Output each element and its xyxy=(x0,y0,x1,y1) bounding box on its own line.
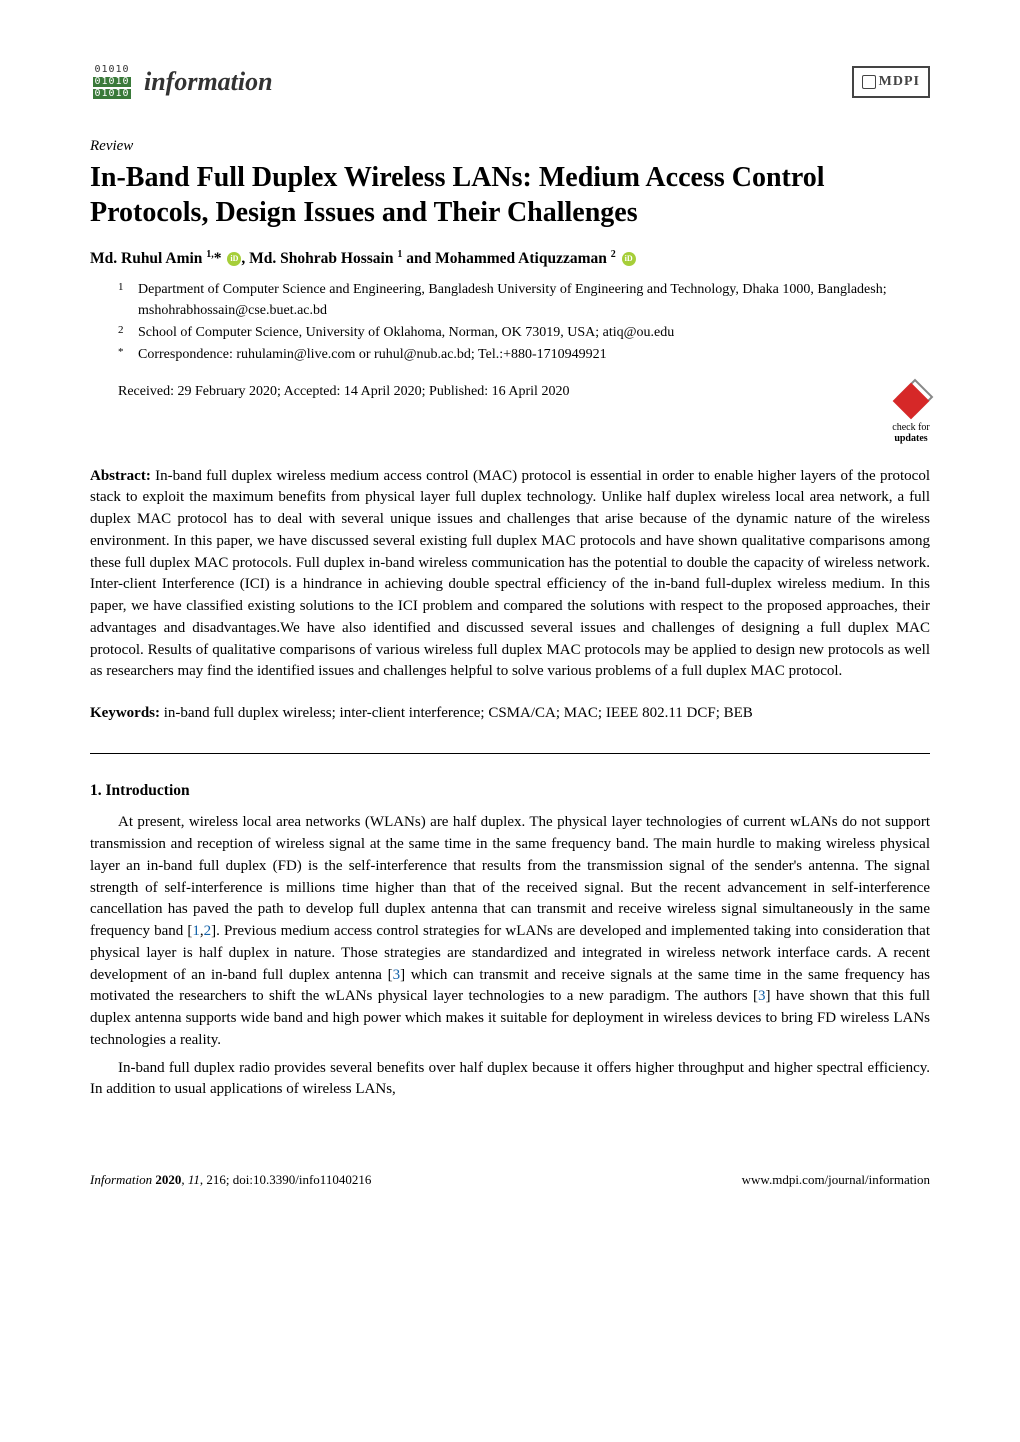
section-heading: 1. Introduction xyxy=(90,780,930,802)
body-paragraph: At present, wireless local area networks… xyxy=(90,812,930,1051)
body-paragraph: In-band full duplex radio provides sever… xyxy=(90,1058,930,1102)
keywords-block: Keywords: in-band full duplex wireless; … xyxy=(90,703,930,725)
logo-binary-icon: 01010 01010 01010 xyxy=(90,60,134,104)
abstract-block: Abstract: In-band full duplex wireless m… xyxy=(90,466,930,684)
abstract-label: Abstract: xyxy=(90,468,151,484)
authors-line: Md. Ruhul Amin 1,* , Md. Shohrab Hossain… xyxy=(90,248,930,271)
affiliation-num: 1 xyxy=(118,280,128,321)
section-divider xyxy=(90,753,930,754)
affiliation-num: * xyxy=(118,345,128,365)
header-row: 01010 01010 01010 information MDPI xyxy=(90,60,930,104)
footer-left: Information 2020, 11, 216; doi:10.3390/i… xyxy=(90,1171,371,1190)
citation-link[interactable]: 1 xyxy=(192,923,200,939)
citation-link[interactable]: 3 xyxy=(393,967,401,983)
keywords-label: Keywords: xyxy=(90,705,160,721)
orcid-icon xyxy=(227,252,241,266)
abstract-text: In-band full duplex wireless medium acce… xyxy=(90,468,930,680)
received-dates: Received: 29 February 2020; Accepted: 14… xyxy=(118,382,569,402)
keywords-text: in-band full duplex wireless; inter-clie… xyxy=(164,705,753,721)
article-type: Review xyxy=(90,136,930,158)
journal-logo: 01010 01010 01010 information xyxy=(90,60,273,104)
orcid-icon xyxy=(622,252,636,266)
publisher-label: MDPI xyxy=(879,72,920,92)
affiliation-row: 1 Department of Computer Science and Eng… xyxy=(118,280,930,321)
citation-link[interactable]: 3 xyxy=(758,988,766,1004)
affiliation-text: Department of Computer Science and Engin… xyxy=(138,280,930,321)
affiliation-num: 2 xyxy=(118,323,128,343)
footer-right[interactable]: www.mdpi.com/journal/information xyxy=(742,1171,930,1190)
affiliations-block: 1 Department of Computer Science and Eng… xyxy=(118,280,930,365)
page-footer: Information 2020, 11, 216; doi:10.3390/i… xyxy=(90,1171,930,1190)
check-updates-badge[interactable]: check for updates xyxy=(892,382,930,444)
mdpi-logo: MDPI xyxy=(852,66,930,98)
affiliation-text: School of Computer Science, University o… xyxy=(138,323,674,343)
affiliation-row: * Correspondence: ruhulamin@live.com or … xyxy=(118,345,930,365)
citation-link[interactable]: 2 xyxy=(204,923,212,939)
logo-row: 01010 xyxy=(94,65,129,75)
updates-text: check for updates xyxy=(892,422,929,444)
journal-name: information xyxy=(144,63,273,101)
updates-icon xyxy=(892,382,930,420)
affiliation-text: Correspondence: ruhulamin@live.com or ru… xyxy=(138,345,607,365)
logo-row: 01010 xyxy=(93,77,130,87)
mdpi-icon xyxy=(862,75,876,89)
page-title: In-Band Full Duplex Wireless LANs: Mediu… xyxy=(90,160,930,230)
logo-row: 01010 xyxy=(93,89,130,99)
dates-row: Received: 29 February 2020; Accepted: 14… xyxy=(118,382,930,444)
affiliation-row: 2 School of Computer Science, University… xyxy=(118,323,930,343)
